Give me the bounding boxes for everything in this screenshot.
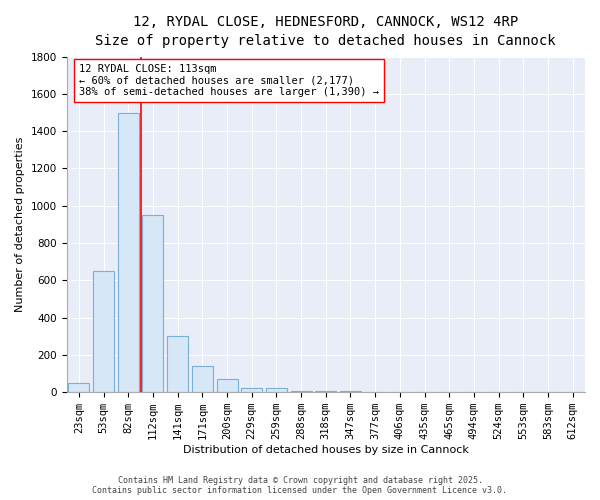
X-axis label: Distribution of detached houses by size in Cannock: Distribution of detached houses by size … (183, 445, 469, 455)
Bar (192, 366, 213, 392)
Text: Contains HM Land Registry data © Crown copyright and database right 2025.
Contai: Contains HM Land Registry data © Crown c… (92, 476, 508, 495)
Bar (118, 112, 139, 392)
Bar (142, 215, 163, 392)
Bar (217, 379, 238, 392)
Title: 12, RYDAL CLOSE, HEDNESFORD, CANNOCK, WS12 4RP
Size of property relative to deta: 12, RYDAL CLOSE, HEDNESFORD, CANNOCK, WS… (95, 15, 556, 48)
Bar (266, 388, 287, 392)
Bar (68, 383, 89, 392)
Bar (93, 271, 114, 392)
Bar (167, 336, 188, 392)
Text: 12 RYDAL CLOSE: 113sqm
← 60% of detached houses are smaller (2,177)
38% of semi-: 12 RYDAL CLOSE: 113sqm ← 60% of detached… (79, 64, 379, 98)
Y-axis label: Number of detached properties: Number of detached properties (15, 136, 25, 312)
Bar (241, 388, 262, 392)
